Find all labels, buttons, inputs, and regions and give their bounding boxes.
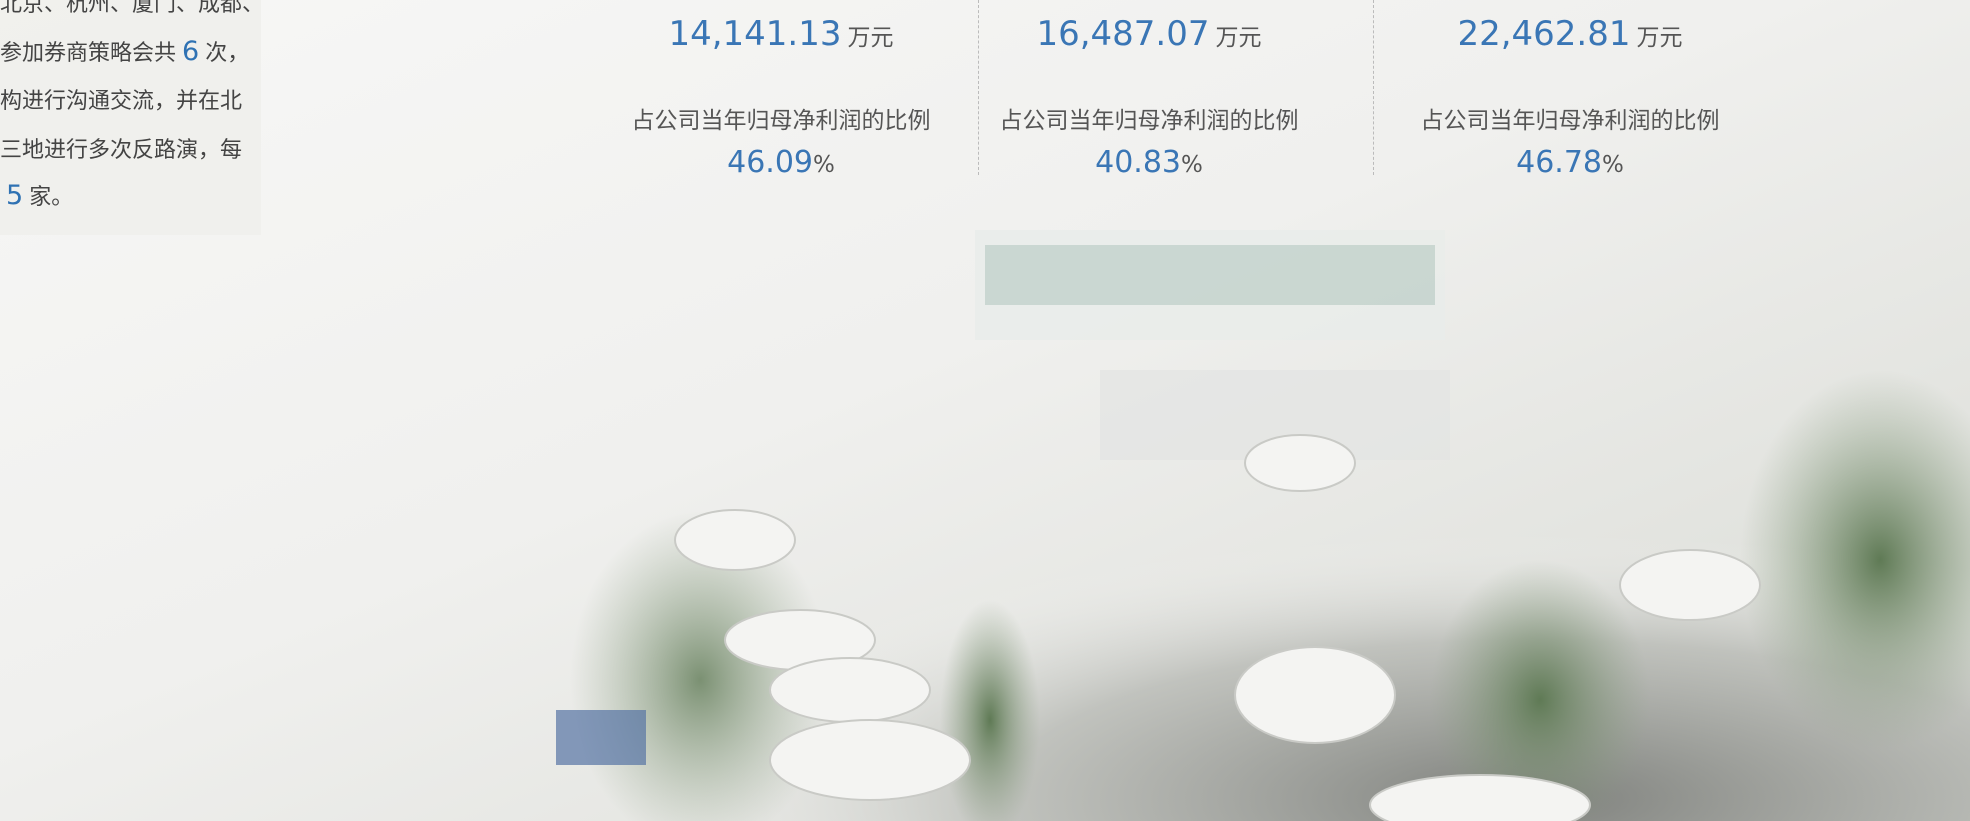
text: 三地进行多次反路演，每 xyxy=(0,138,242,163)
intro-line: 三地进行多次反路演，每 xyxy=(0,132,242,164)
ratio-label: 占公司当年归母净利润的比例 xyxy=(1373,101,1767,135)
ratio-unit: % xyxy=(1602,152,1624,178)
ratio-unit: % xyxy=(1181,152,1203,178)
highlight-number: 5 xyxy=(6,180,23,211)
intro-line: 北京、杭州、厦门、成都、 xyxy=(0,0,264,18)
text: 构进行沟通交流，并在北 xyxy=(0,89,242,114)
amount-row: 16,487.07 万元 xyxy=(952,14,1346,54)
text: 北京、杭州、厦门、成都、 xyxy=(0,0,264,17)
divider xyxy=(978,0,979,175)
text: 次， xyxy=(205,41,249,66)
amount-row: 22,462.81 万元 xyxy=(1373,14,1767,54)
ratio-value: 46.09 xyxy=(727,145,813,180)
text: 家。 xyxy=(29,185,73,210)
ratio-label: 占公司当年归母净利润的比例 xyxy=(952,101,1346,135)
amount-value: 14,141.13 xyxy=(668,14,841,54)
ratio-row: 46.09% xyxy=(584,145,978,180)
ratio-row: 46.78% xyxy=(1373,145,1767,180)
amount-value: 22,462.81 xyxy=(1457,14,1630,54)
amount-unit: 万元 xyxy=(848,25,894,51)
amount-row: 14,141.13 万元 xyxy=(584,14,978,54)
intro-line: 构进行沟通交流，并在北 xyxy=(0,83,242,115)
divider xyxy=(1373,0,1374,175)
amount-unit: 万元 xyxy=(1216,25,1262,51)
ratio-value: 46.78 xyxy=(1516,145,1602,180)
ratio-row: 40.83% xyxy=(952,145,1346,180)
ratio-value: 40.83 xyxy=(1095,145,1181,180)
text: 参加券商策略会共 xyxy=(0,41,176,66)
amount-unit: 万元 xyxy=(1637,25,1683,51)
amount-value: 16,487.07 xyxy=(1036,14,1209,54)
page: 北京、杭州、厦门、成都、参加券商策略会共6次， 构进行沟通交流，并在北三地进行多次… xyxy=(0,0,1970,821)
highlight-number: 6 xyxy=(182,36,199,67)
ratio-unit: % xyxy=(813,152,835,178)
ratio-label: 占公司当年归母净利润的比例 xyxy=(584,101,978,135)
